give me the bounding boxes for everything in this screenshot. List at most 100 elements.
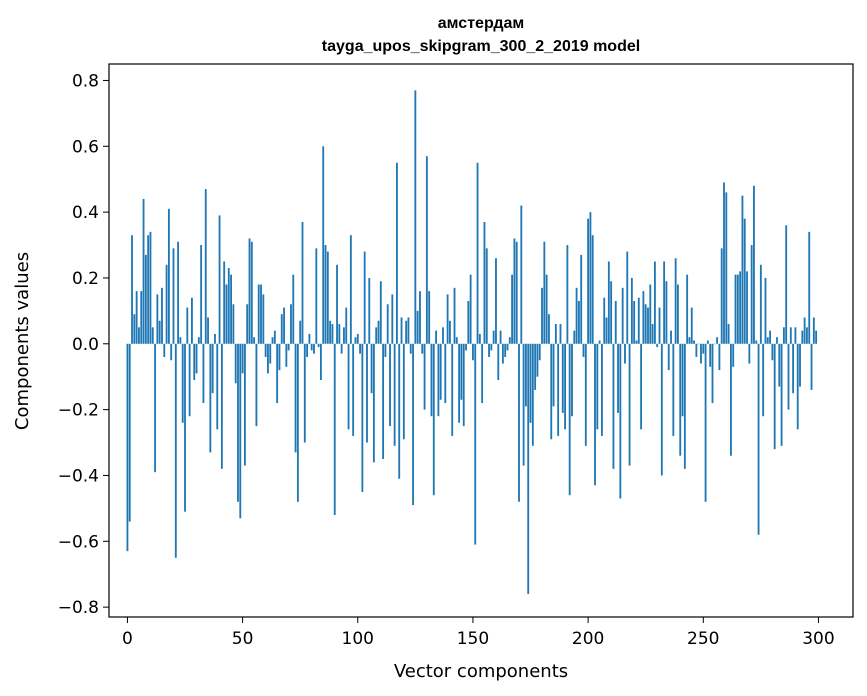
bar-103 (363, 251, 366, 344)
bar-90 (333, 343, 336, 515)
bar-148 (467, 301, 470, 344)
y-axis: −0.8 −0.6 −0.4 −0.2 0.0 0.2 0.4 0.6 0.8 (58, 71, 109, 618)
bar-48 (237, 343, 239, 502)
bar-171 (520, 205, 523, 344)
bar-236 (670, 330, 672, 344)
bar-32 (200, 245, 203, 344)
bar-154 (481, 343, 484, 404)
bar-50 (241, 343, 244, 374)
bar-189 (561, 343, 564, 413)
bar-132 (430, 343, 433, 417)
bar-111 (382, 343, 385, 459)
bar-231 (658, 307, 661, 344)
bar-246 (693, 340, 695, 344)
bar-117 (396, 162, 398, 344)
bar-156 (485, 248, 488, 344)
bar-277 (764, 277, 767, 344)
bar-77 (303, 343, 306, 443)
bar-175 (529, 343, 532, 423)
bar-80 (310, 343, 313, 351)
bar-155 (483, 222, 486, 344)
bar-101 (359, 343, 361, 354)
bar-229 (653, 261, 656, 344)
bar-33 (202, 343, 205, 404)
bar-27 (188, 343, 191, 417)
bar-38 (214, 333, 216, 344)
bar-15 (161, 287, 163, 344)
bar-46 (232, 304, 235, 344)
bar-197 (580, 254, 583, 344)
bar-271 (750, 245, 753, 344)
bar-81 (313, 343, 315, 354)
bar-63 (271, 337, 274, 344)
bar-245 (690, 307, 693, 344)
bar-251 (704, 343, 707, 502)
bar-254 (711, 343, 714, 404)
bar-294 (803, 317, 806, 344)
bar-70 (287, 343, 290, 351)
bar-30 (195, 343, 198, 374)
bar-288 (789, 327, 792, 344)
bar-192 (568, 343, 571, 496)
bar-219 (630, 277, 633, 344)
bar-133 (432, 343, 435, 496)
bar-47 (234, 343, 237, 384)
bar-183 (548, 314, 550, 344)
bar-54 (250, 241, 253, 344)
bar-34 (204, 189, 207, 344)
bar-247 (695, 343, 698, 357)
bar-201 (589, 212, 592, 344)
bar-23 (179, 337, 182, 344)
bar-87 (326, 251, 329, 344)
bar-76 (301, 222, 304, 344)
bar-6 (140, 291, 143, 344)
bar-29 (193, 343, 196, 380)
bar-97 (349, 235, 352, 344)
bar-141 (451, 343, 454, 436)
bar-1 (128, 343, 131, 522)
bar-110 (379, 281, 382, 344)
bar-282 (776, 337, 778, 344)
bar-196 (577, 301, 580, 344)
bar-119 (400, 317, 403, 344)
bar-268 (743, 218, 746, 344)
bar-267 (741, 195, 744, 344)
bar-224 (642, 291, 645, 344)
bar-225 (644, 304, 647, 344)
bar-174 (527, 343, 530, 594)
bar-26 (186, 307, 189, 344)
bar-52 (246, 304, 249, 344)
bar-31 (197, 337, 200, 344)
bar-230 (656, 343, 659, 348)
bar-185 (552, 343, 555, 407)
bar-37 (211, 343, 214, 394)
bar-223 (640, 343, 643, 430)
bar-49 (239, 343, 242, 519)
bar-259 (723, 182, 725, 344)
bar-273 (755, 340, 758, 344)
bar-130 (425, 156, 428, 344)
bar-106 (370, 343, 373, 394)
bar-298 (812, 317, 815, 344)
bar-113 (386, 304, 389, 344)
bar-58 (260, 284, 262, 344)
bar-297 (810, 343, 813, 390)
bar-295 (806, 327, 808, 344)
bar-7 (142, 198, 145, 344)
bar-158 (490, 343, 493, 351)
bar-260 (725, 192, 728, 344)
bar-191 (566, 245, 569, 344)
bar-122 (407, 317, 410, 344)
bar-102 (361, 343, 364, 492)
bar-289 (792, 343, 795, 394)
y-tick-label: −0.4 (58, 466, 99, 486)
bar-274 (757, 343, 760, 535)
bar-55 (253, 337, 256, 344)
bar-220 (633, 301, 636, 344)
bar-88 (329, 320, 332, 344)
bar-162 (499, 330, 502, 344)
x-axis-label: Vector components (394, 661, 568, 682)
bar-266 (739, 271, 742, 344)
bar-0 (126, 343, 129, 552)
bar-161 (497, 343, 500, 380)
